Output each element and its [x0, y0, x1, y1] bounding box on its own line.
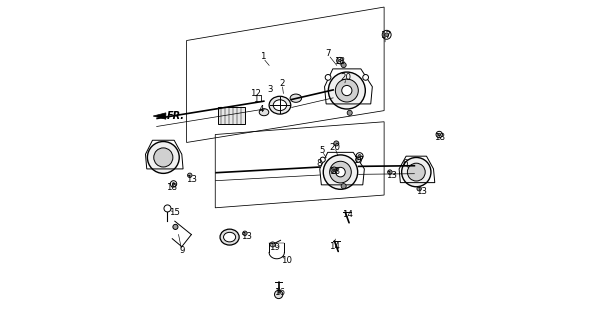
Text: 19: 19	[269, 243, 280, 252]
Circle shape	[329, 72, 365, 109]
Text: 18: 18	[334, 57, 345, 66]
Circle shape	[401, 157, 431, 187]
Text: 17: 17	[380, 31, 391, 40]
Circle shape	[363, 75, 368, 80]
Circle shape	[243, 231, 247, 236]
Circle shape	[270, 242, 275, 247]
Circle shape	[388, 170, 392, 174]
Ellipse shape	[259, 109, 269, 116]
Circle shape	[438, 133, 441, 136]
Text: 2: 2	[279, 79, 285, 88]
Circle shape	[407, 163, 425, 181]
Text: 3: 3	[267, 85, 273, 94]
Text: FR.: FR.	[167, 111, 184, 121]
Circle shape	[341, 62, 346, 68]
Circle shape	[148, 141, 179, 173]
Circle shape	[187, 173, 192, 178]
Ellipse shape	[273, 100, 286, 111]
Circle shape	[333, 169, 336, 172]
Circle shape	[336, 79, 358, 102]
Text: 20: 20	[329, 143, 340, 152]
Circle shape	[356, 157, 361, 162]
Circle shape	[358, 155, 361, 158]
Text: 6: 6	[402, 159, 407, 168]
Circle shape	[385, 33, 388, 37]
Circle shape	[323, 155, 358, 189]
Text: 13: 13	[186, 175, 197, 184]
Circle shape	[347, 110, 352, 116]
Text: 20: 20	[340, 73, 352, 82]
Circle shape	[334, 141, 339, 146]
Text: 13: 13	[386, 172, 397, 180]
Circle shape	[342, 85, 352, 96]
Text: 14: 14	[342, 210, 353, 219]
Text: 18: 18	[166, 183, 177, 192]
Text: 8: 8	[317, 159, 322, 168]
Text: 12: 12	[250, 89, 262, 98]
Text: 13: 13	[241, 232, 251, 241]
Circle shape	[417, 187, 422, 191]
Polygon shape	[153, 113, 166, 119]
Ellipse shape	[220, 229, 239, 245]
Text: 1: 1	[260, 52, 266, 61]
Ellipse shape	[224, 232, 235, 242]
Ellipse shape	[290, 94, 302, 102]
Text: 11: 11	[253, 95, 264, 104]
Text: 7: 7	[326, 49, 331, 58]
Text: 4: 4	[258, 105, 263, 114]
Circle shape	[325, 75, 331, 80]
Text: 15: 15	[169, 208, 180, 217]
Circle shape	[172, 183, 175, 185]
Circle shape	[341, 184, 346, 189]
Text: 14: 14	[329, 242, 340, 251]
Ellipse shape	[269, 96, 291, 114]
Circle shape	[339, 59, 341, 62]
Circle shape	[275, 290, 283, 299]
Text: 10: 10	[281, 256, 292, 265]
Bar	[218, 107, 244, 124]
Text: 17: 17	[353, 156, 364, 164]
Text: 13: 13	[416, 188, 427, 196]
Text: 18: 18	[329, 167, 340, 176]
Text: 5: 5	[319, 146, 325, 155]
Circle shape	[336, 167, 345, 177]
Text: 18: 18	[435, 133, 445, 142]
Text: 16: 16	[275, 288, 285, 297]
Circle shape	[330, 161, 351, 183]
Text: 9: 9	[179, 246, 184, 255]
Circle shape	[320, 157, 326, 162]
Circle shape	[173, 224, 178, 229]
Circle shape	[154, 148, 173, 167]
